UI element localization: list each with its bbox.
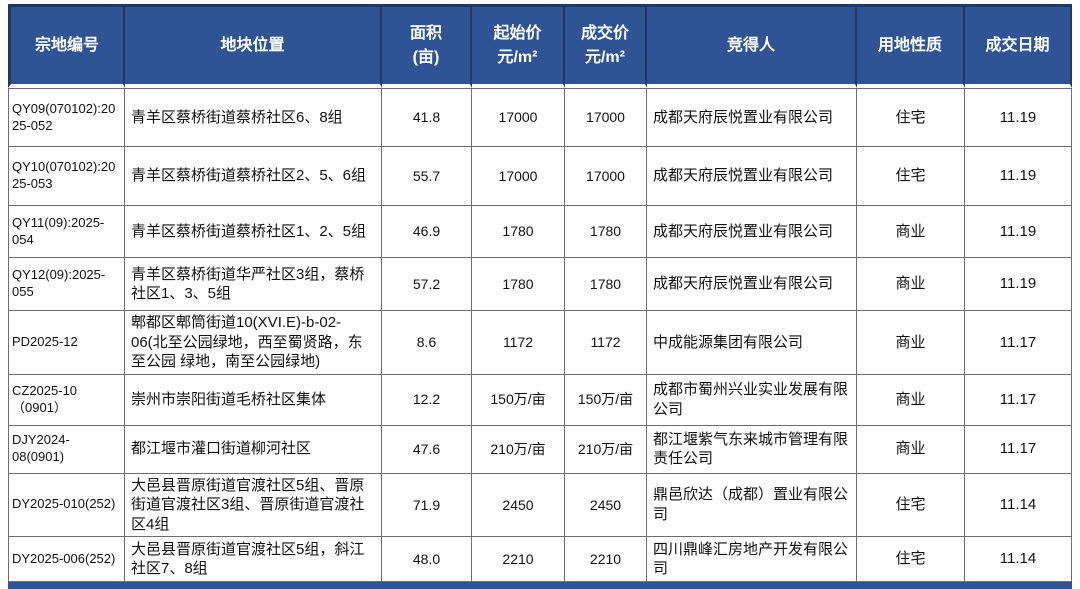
cell-area: 57.2 — [382, 258, 472, 311]
table-row: DJY2024-08(0901) 都江堰市灌口街道柳河社区 47.6 210万/… — [8, 425, 1072, 474]
cell-deal-date: 11.19 — [965, 147, 1072, 206]
cell-land-use: 商业 — [857, 374, 965, 426]
table-row: QY10(070102):2025-053 青羊区蔡桥街道蔡桥社区2、5、6组 … — [8, 147, 1072, 206]
cell-land-use: 住宅 — [857, 147, 965, 206]
cell-area: 8.6 — [382, 311, 472, 375]
cell-land-use: 商业 — [857, 425, 965, 474]
cell-start-price: 17000 — [472, 88, 565, 147]
cell-land-use: 住宅 — [857, 88, 965, 147]
cell-winner: 成都市蜀州兴业实业发展有限公司 — [647, 374, 857, 426]
cell-deal-price: 150万/亩 — [565, 374, 647, 426]
cell-area: 46.9 — [382, 206, 472, 258]
cell-area: 55.7 — [382, 147, 472, 206]
cell-start-price: 1172 — [472, 311, 565, 375]
cell-location: 青羊区蔡桥街道华严社区3组，蔡桥社区1、3、5组 — [125, 258, 382, 311]
cell-start-price: 1780 — [472, 206, 565, 258]
cell-deal-price: 17000 — [565, 147, 647, 206]
cell-start-price: 2450 — [472, 473, 565, 537]
cell-parcel-id: QY12(09):2025-055 — [8, 258, 125, 311]
table-row: CZ2025-10（0901） 崇州市崇阳街道毛桥社区集体 12.2 150万/… — [8, 374, 1072, 426]
cell-deal-date: 11.19 — [965, 88, 1072, 147]
cell-deal-date: 11.17 — [965, 374, 1072, 426]
cell-location: 郫都区郫筒街道10(XVI.E)-b-02-06(北至公园绿地，西至蜀贤路，东至… — [125, 311, 382, 375]
cell-winner: 中成能源集团有限公司 — [647, 311, 857, 375]
column-header-land-use: 用地性质 — [857, 4, 965, 88]
cell-start-price: 1780 — [472, 258, 565, 311]
cell-deal-date: 11.19 — [965, 258, 1072, 311]
column-header-area: 面积 (亩) — [382, 4, 472, 88]
cell-deal-price: 17000 — [565, 88, 647, 147]
cell-winner: 鼎邑欣达（成都）置业有限公司 — [647, 473, 857, 537]
table-row: QY11(09):2025-054 青羊区蔡桥街道蔡桥社区1、2、5组 46.9… — [8, 206, 1072, 258]
land-transaction-table: 宗地编号 地块位置 面积 (亩) 起始价 元/m² 成交价 元/m² 竞得人 用… — [8, 4, 1072, 589]
cell-winner: 四川鼎峰汇房地产开发有限公司 — [647, 537, 857, 582]
cell-deal-date: 11.17 — [965, 425, 1072, 474]
cell-winner: 成都天府辰悦置业有限公司 — [647, 88, 857, 147]
cell-winner: 成都天府辰悦置业有限公司 — [647, 258, 857, 311]
cell-deal-price: 1172 — [565, 311, 647, 375]
cell-parcel-id: CZ2025-10（0901） — [8, 374, 125, 426]
cell-area: 71.9 — [382, 473, 472, 537]
column-header-parcel-id: 宗地编号 — [8, 4, 125, 88]
cell-winner: 成都天府辰悦置业有限公司 — [647, 206, 857, 258]
cell-deal-price: 2210 — [565, 537, 647, 582]
table-bottom-bar — [8, 582, 1072, 589]
cell-deal-date: 11.14 — [965, 537, 1072, 582]
cell-parcel-id: DY2025-006(252) — [8, 537, 125, 582]
cell-location: 青羊区蔡桥街道蔡桥社区6、8组 — [125, 88, 382, 147]
cell-location: 青羊区蔡桥街道蔡桥社区1、2、5组 — [125, 206, 382, 258]
cell-parcel-id: QY11(09):2025-054 — [8, 206, 125, 258]
table-row: QY09(070102):2025-052 青羊区蔡桥街道蔡桥社区6、8组 41… — [8, 88, 1072, 147]
column-header-location: 地块位置 — [125, 4, 382, 88]
cell-deal-date: 11.19 — [965, 206, 1072, 258]
cell-deal-price: 2450 — [565, 473, 647, 537]
table-row: DY2025-010(252) 大邑县晋原街道官渡社区5组、晋原街道官渡社区3组… — [8, 473, 1072, 537]
cell-location: 崇州市崇阳街道毛桥社区集体 — [125, 374, 382, 426]
cell-parcel-id: DY2025-010(252) — [8, 473, 125, 537]
table-row: QY12(09):2025-055 青羊区蔡桥街道华严社区3组，蔡桥社区1、3、… — [8, 258, 1072, 311]
cell-winner: 都江堰紫气东来城市管理有限责任公司 — [647, 425, 857, 474]
cell-location: 青羊区蔡桥街道蔡桥社区2、5、6组 — [125, 147, 382, 206]
column-header-deal-date: 成交日期 — [965, 4, 1072, 88]
cell-deal-price: 210万/亩 — [565, 425, 647, 474]
column-header-winner: 竞得人 — [647, 4, 857, 88]
cell-start-price: 2210 — [472, 537, 565, 582]
cell-parcel-id: DJY2024-08(0901) — [8, 425, 125, 474]
table-row: PD2025-12 郫都区郫筒街道10(XVI.E)-b-02-06(北至公园绿… — [8, 311, 1072, 375]
cell-deal-price: 1780 — [565, 258, 647, 311]
column-header-deal-price: 成交价 元/m² — [565, 4, 647, 88]
cell-parcel-id: QY10(070102):2025-053 — [8, 147, 125, 206]
cell-area: 48.0 — [382, 537, 472, 582]
cell-location: 大邑县晋原街道官渡社区5组、晋原街道官渡社区3组、晋原街道官渡社区4组 — [125, 473, 382, 537]
cell-land-use: 商业 — [857, 258, 965, 311]
table-header-row: 宗地编号 地块位置 面积 (亩) 起始价 元/m² 成交价 元/m² 竞得人 用… — [8, 4, 1072, 88]
table-row: DY2025-006(252) 大邑县晋原街道官渡社区5组，斜江社区7、8组 4… — [8, 537, 1072, 582]
cell-deal-date: 11.17 — [965, 311, 1072, 375]
cell-deal-date: 11.14 — [965, 473, 1072, 537]
cell-parcel-id: PD2025-12 — [8, 311, 125, 375]
cell-land-use: 商业 — [857, 206, 965, 258]
cell-area: 12.2 — [382, 374, 472, 426]
cell-area: 41.8 — [382, 88, 472, 147]
cell-deal-price: 1780 — [565, 206, 647, 258]
cell-land-use: 住宅 — [857, 537, 965, 582]
cell-location: 都江堰市灌口街道柳河社区 — [125, 425, 382, 474]
cell-land-use: 商业 — [857, 311, 965, 375]
cell-location: 大邑县晋原街道官渡社区5组，斜江社区7、8组 — [125, 537, 382, 582]
column-header-start-price: 起始价 元/m² — [472, 4, 565, 88]
cell-start-price: 150万/亩 — [472, 374, 565, 426]
cell-land-use: 住宅 — [857, 473, 965, 537]
cell-area: 47.6 — [382, 425, 472, 474]
cell-winner: 成都天府辰悦置业有限公司 — [647, 147, 857, 206]
cell-parcel-id: QY09(070102):2025-052 — [8, 88, 125, 147]
data-table: 宗地编号 地块位置 面积 (亩) 起始价 元/m² 成交价 元/m² 竞得人 用… — [8, 4, 1072, 582]
cell-start-price: 17000 — [472, 147, 565, 206]
cell-start-price: 210万/亩 — [472, 425, 565, 474]
